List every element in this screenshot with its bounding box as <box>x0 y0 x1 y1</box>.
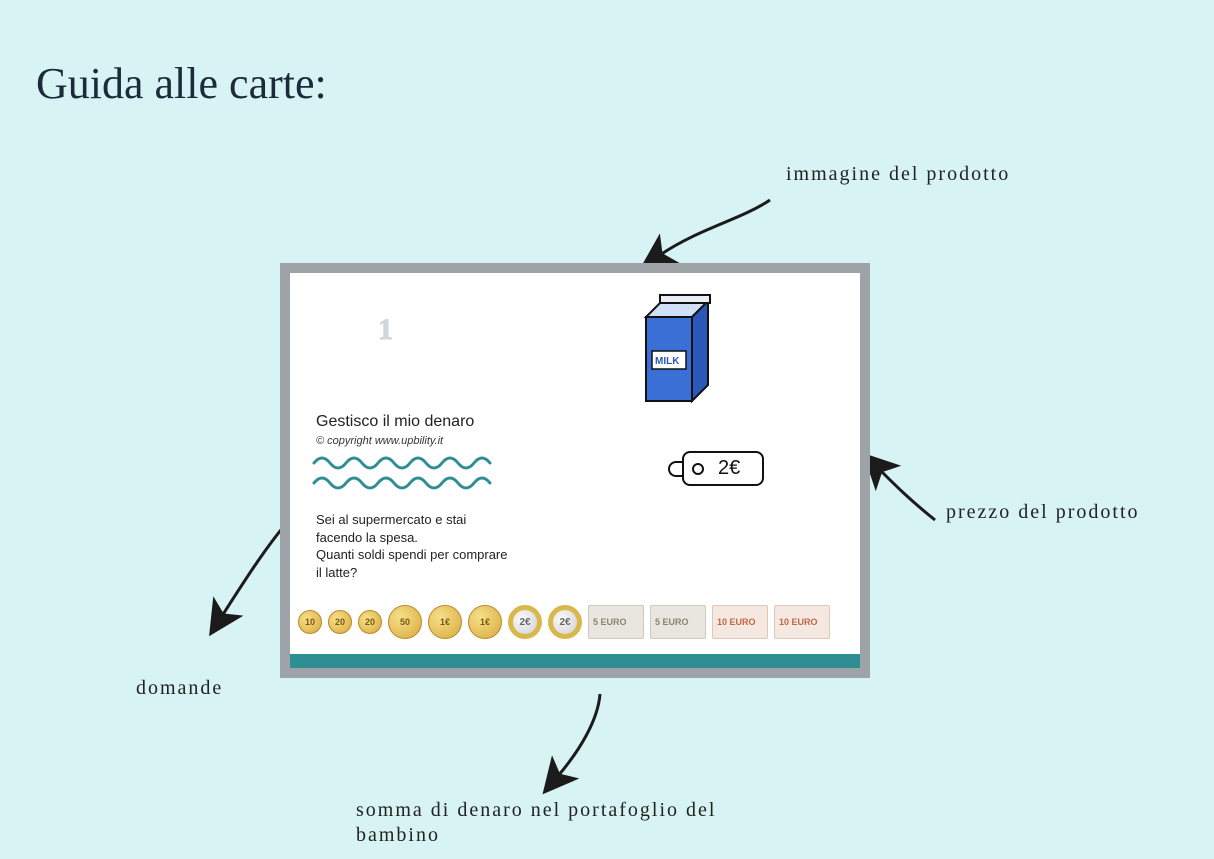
coin-icon: 2€ <box>508 605 542 639</box>
card-heading: Gestisco il mio denaro <box>316 413 474 431</box>
annotation-product-price: prezzo del prodotto <box>946 500 1140 525</box>
price-tag-label: 2€ <box>682 451 764 486</box>
card: 1 Gestisco il mio denaro © copyright www… <box>280 263 870 678</box>
question-line: Sei al supermercato e stai <box>316 512 466 527</box>
question-line: il latte? <box>316 565 357 580</box>
annotation-product-price-text: prezzo del prodotto <box>946 501 1140 523</box>
coin-icon: 1€ <box>468 605 502 639</box>
annotation-product-image: immagine del prodotto <box>786 162 1010 187</box>
money-row: 10 20 20 50 1€ 1€ 2€ 2€ 5 EURO 5 EURO 10… <box>298 600 852 644</box>
banknote-icon: 5 EURO <box>588 605 644 639</box>
banknote-icon: 5 EURO <box>650 605 706 639</box>
page: Guida alle carte: immagine del prodotto … <box>0 0 1214 859</box>
wave-separator <box>312 473 502 491</box>
banknote-icon: 10 EURO <box>712 605 768 639</box>
coin-icon: 2€ <box>548 605 582 639</box>
coin-icon: 10 <box>298 610 322 634</box>
coin-icon: 20 <box>358 610 382 634</box>
coin-icon: 20 <box>328 610 352 634</box>
coin-icon: 1€ <box>428 605 462 639</box>
price-tag-hole-icon <box>692 463 704 475</box>
card-inner: 1 Gestisco il mio denaro © copyright www… <box>290 273 860 668</box>
card-number: 1 <box>378 313 394 347</box>
coin-icon: 50 <box>388 605 422 639</box>
page-title: Guida alle carte: <box>36 58 327 109</box>
banknote-icon: 10 EURO <box>774 605 830 639</box>
card-bottom-bar <box>290 654 860 668</box>
annotation-wallet-sum: somma di denaro nel portafoglio del bamb… <box>356 798 776 848</box>
question-line: Quanti soldi spendi per comprare <box>316 547 508 562</box>
annotation-questions: domande <box>136 676 223 701</box>
card-copyright: © copyright www.upbility.it <box>316 435 443 447</box>
price-tag: 2€ <box>668 451 764 486</box>
card-question: Sei al supermercato e stai facendo la sp… <box>316 511 536 581</box>
product-image-milk-icon: MILK <box>630 289 722 417</box>
question-line: facendo la spesa. <box>316 530 418 545</box>
wave-separator <box>312 453 502 471</box>
price-value: 2€ <box>718 457 740 479</box>
milk-label-text: MILK <box>655 356 680 367</box>
